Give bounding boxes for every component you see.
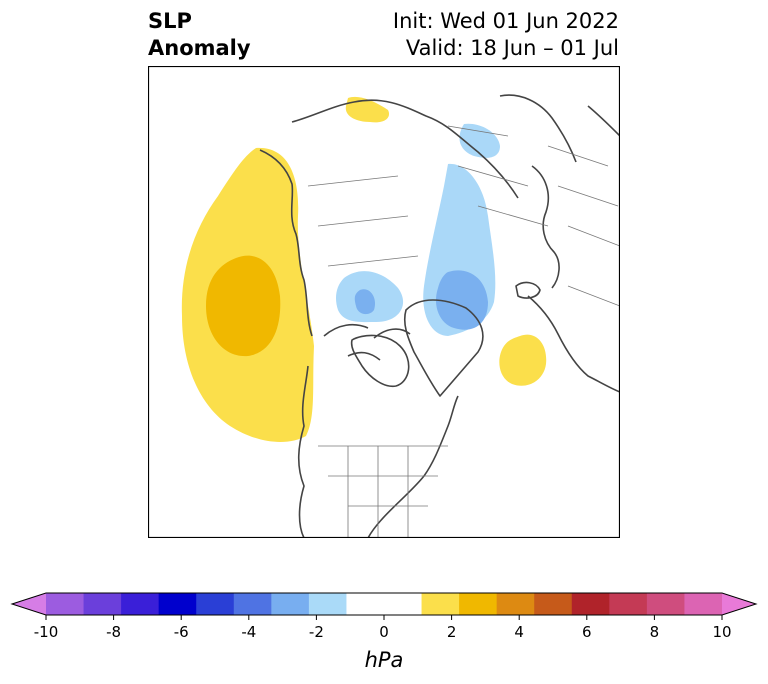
colorbar-segment: [684, 593, 723, 615]
colorbar-tick-label: 0: [379, 623, 389, 641]
anomaly-map: [148, 66, 620, 538]
colorbar-segment: [534, 593, 573, 615]
colorbar-segment: [308, 593, 347, 615]
map-title: SLP Anomaly: [148, 8, 251, 62]
colorbar-segment: [346, 593, 385, 615]
colorbar-segment: [46, 593, 85, 615]
colorbar-segment: [421, 593, 460, 615]
title-line-2: Anomaly: [148, 36, 251, 60]
coast-greenland: [403, 299, 484, 397]
coast-north-america-west: [297, 365, 309, 538]
init-date: Init: Wed 01 Jun 2022: [392, 9, 619, 33]
coast-siberia-north: [291, 99, 519, 199]
anomaly-north-pacific-high-core: [206, 255, 281, 357]
coast-hudson-bay: [350, 334, 410, 388]
border-lines: [307, 125, 620, 538]
colorbar: -10 -8 -6 -4 -2 0 2 4 6 8 10 hPa: [10, 592, 758, 672]
colorbar-segment: [384, 593, 423, 615]
colorbar-tick-label: -8: [106, 623, 121, 641]
colorbar-segment: [83, 593, 122, 615]
coast-scandinavia: [531, 165, 560, 289]
colorbar-unit: hPa: [365, 648, 404, 672]
colorbar-segment: [459, 593, 498, 615]
colorbar-segment: [121, 593, 160, 615]
colorbar-tick-label: -10: [34, 623, 59, 641]
coast-canadian-archipelago: [323, 323, 411, 361]
colorbar-under-extend: [12, 593, 46, 615]
colorbar-tick-label: 4: [514, 623, 524, 641]
anomaly-atlantic-high: [499, 334, 547, 386]
coastlines: [259, 94, 620, 538]
colorbar-segment: [609, 593, 648, 615]
coast-europe: [527, 295, 620, 393]
colorbar-tick-label: -2: [309, 623, 324, 641]
coast-europe-north: [499, 94, 620, 163]
colorbar-segment: [496, 593, 535, 615]
anomaly-eurasia-low: [459, 123, 500, 158]
colorbar-segment: [233, 593, 272, 615]
coast-iceland: [515, 281, 541, 299]
map-frame: [148, 66, 620, 538]
anomaly-arctic-low-core: [435, 270, 488, 330]
colorbar-tick-label: 6: [582, 623, 592, 641]
forecast-dates: Init: Wed 01 Jun 2022 Valid: 18 Jun – 01…: [393, 8, 619, 62]
borders: [307, 125, 620, 538]
title-line-1: SLP: [148, 9, 192, 33]
anomaly-greenland-low-core: [354, 289, 376, 315]
colorbar-segment: [196, 593, 235, 615]
coast-north-america-east: [367, 395, 459, 538]
anomaly-siberia-high: [345, 96, 390, 123]
colorbar-over-extend: [722, 593, 756, 615]
colorbar-segment: [158, 593, 197, 615]
colorbar-tick-label: 10: [712, 623, 731, 641]
colorbar-tick-label: 8: [650, 623, 660, 641]
colorbar-segment: [271, 593, 310, 615]
anomaly-fields: [181, 96, 547, 442]
colorbar-segment: [646, 593, 685, 615]
colorbar-tick-label: -6: [174, 623, 189, 641]
colorbar-tick-label: -4: [241, 623, 256, 641]
colorbar-tick-label: 2: [447, 623, 457, 641]
colorbar-segment: [571, 593, 610, 615]
valid-range: Valid: 18 Jun – 01 Jul: [405, 36, 619, 60]
coast-alaska-siberia: [259, 149, 313, 337]
